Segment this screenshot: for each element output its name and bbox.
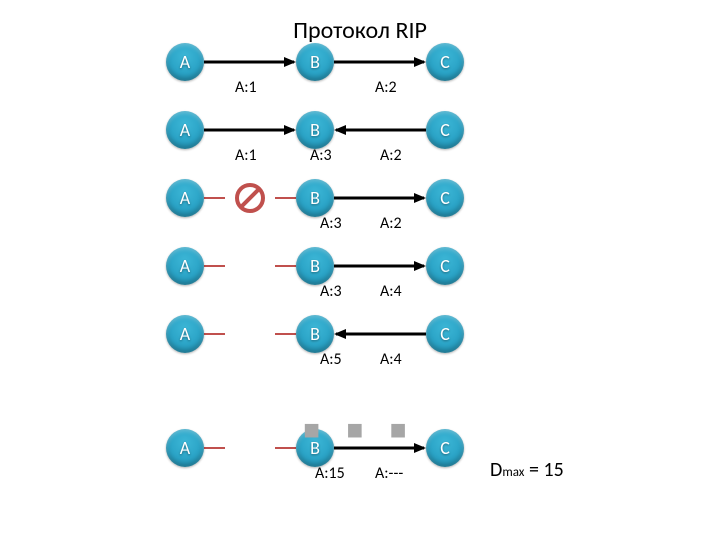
diagram-row: ABCA:1A:3A:2 [0,105,720,155]
dmax-label: Dmax = 15 [490,458,564,482]
router-node-A: A [166,179,204,217]
diagram-row: ABCA:3A:2 [0,173,720,223]
row-edges [0,309,720,359]
router-node-B: B [296,111,334,149]
router-node-A: A [166,111,204,149]
row-edges [0,37,720,87]
dmax-D: D [490,458,502,482]
router-node-C: C [426,111,464,149]
router-node-B: B [296,247,334,285]
router-node-B: B [296,43,334,81]
forbidden-icon [237,185,263,211]
hop-label: A:--- [375,464,403,483]
ellipsis-dots: ■ ■ ■ [0,412,720,447]
router-node-C: C [426,247,464,285]
router-node-A: A [166,247,204,285]
hop-label: A:2 [380,146,402,165]
hop-label: A:1 [235,78,257,97]
router-node-A: A [166,315,204,353]
row-edges [0,105,720,155]
diagram-row: ABCA:5A:4 [0,309,720,359]
dmax-rest: = 15 [524,458,563,482]
hop-label: A:3 [320,214,342,233]
router-node-B: B [296,179,334,217]
row-edges [0,173,720,223]
router-node-C: C [426,43,464,81]
hop-label: A:4 [380,350,402,369]
hop-label: A:4 [380,282,402,301]
dmax-sub: max [502,465,524,480]
hop-label: A:3 [320,282,342,301]
row-edges [0,241,720,291]
hop-label: A:15 [315,464,345,483]
hop-label: A:2 [375,78,397,97]
diagram-row: ABCA:3A:4 [0,241,720,291]
router-node-A: A [166,43,204,81]
hop-label: A:5 [320,350,342,369]
router-node-C: C [426,315,464,353]
hop-label: A:1 [235,146,257,165]
router-node-B: B [296,315,334,353]
router-node-C: C [426,179,464,217]
diagram-row: ABCA:1A:2 [0,37,720,87]
hop-label: A:2 [380,214,402,233]
hop-label: A:3 [310,146,332,165]
